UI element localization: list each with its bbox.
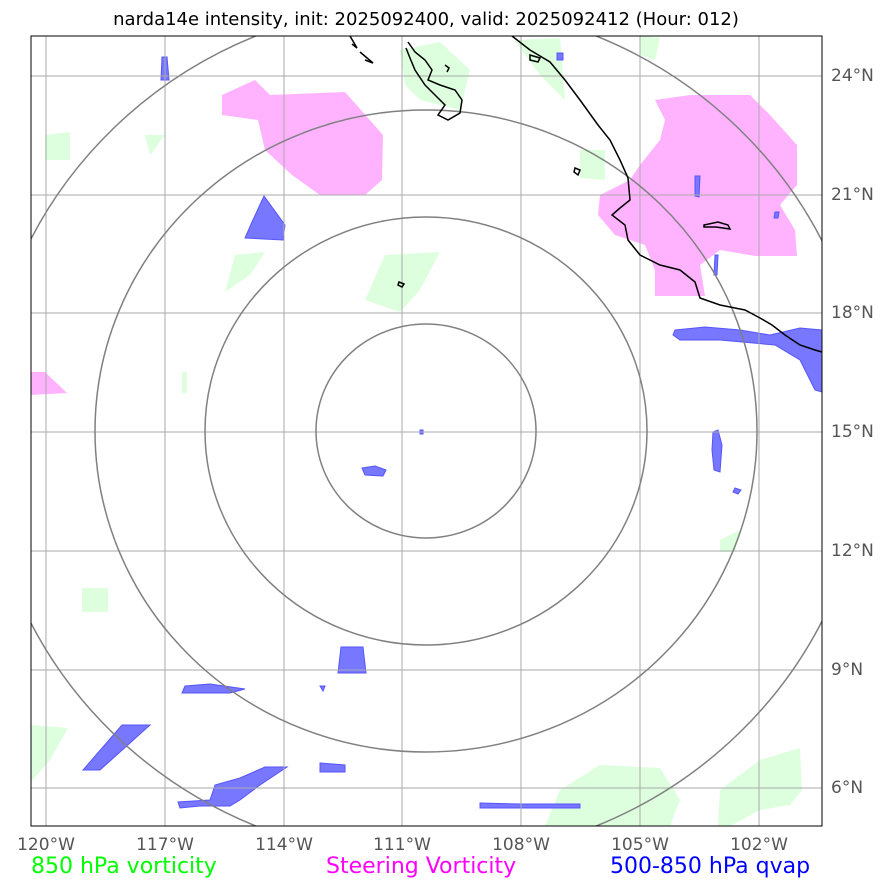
- steering-vorticity-areas: [31, 80, 797, 395]
- lon-label-105w: 105°W: [611, 835, 669, 855]
- lat-label-15n: 15°N: [831, 422, 874, 442]
- lon-label-114w: 114°W: [255, 835, 313, 855]
- graticule: [31, 36, 822, 826]
- legend-850-vorticity: 850 hPa vorticity: [31, 854, 217, 879]
- coastline: [349, 36, 822, 353]
- legend-qvap: 500-850 hPa qvap: [610, 854, 811, 879]
- lat-label-18n: 18°N: [831, 303, 874, 323]
- lon-label-102w: 102°W: [730, 835, 788, 855]
- legend-steering-vorticity: Steering Vorticity: [326, 854, 517, 879]
- lat-label-21n: 21°N: [831, 185, 874, 205]
- plot-frame: [30, 35, 823, 827]
- map-title: narda14e intensity, init: 2025092400, va…: [113, 9, 739, 30]
- lon-label-111w: 111°W: [373, 835, 431, 855]
- lat-label-9n: 9°N: [831, 660, 864, 680]
- lat-label-12n: 12°N: [831, 541, 874, 561]
- lat-label-6n: 6°N: [831, 778, 864, 798]
- distance-rings: [31, 36, 822, 826]
- lat-label-24n: 24°N: [831, 66, 874, 86]
- lon-label-120w: 120°W: [17, 835, 75, 855]
- lon-label-117w: 117°W: [136, 835, 194, 855]
- lon-label-108w: 108°W: [492, 835, 550, 855]
